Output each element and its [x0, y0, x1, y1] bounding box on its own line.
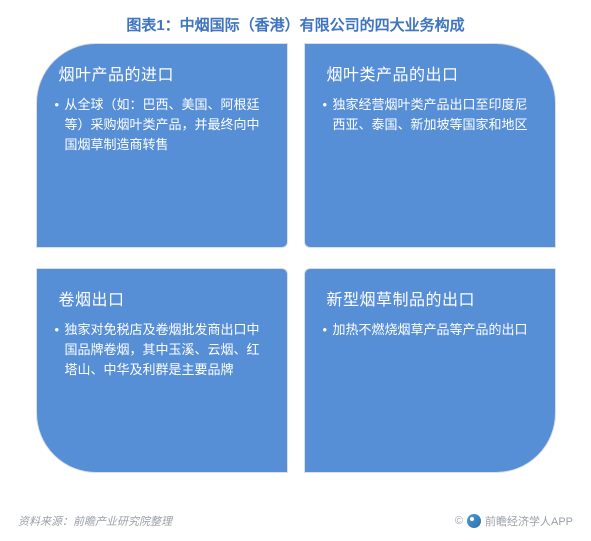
tile-export-cigarette: 卷烟出口 独家对免税店及卷烟批发商出口中国品牌卷烟，其中玉溪、云烟、红塔山、中华… — [36, 268, 288, 473]
tile-desc: 独家经营烟叶类产品出口至印度尼西亚、泰国、新加坡等国家和地区 — [327, 95, 533, 135]
tile-export-leaf: 烟叶类产品的出口 独家经营烟叶类产品出口至印度尼西亚、泰国、新加坡等国家和地区 — [304, 43, 556, 248]
source-text: 资料来源：前瞻产业研究院整理 — [18, 513, 172, 529]
brand-text: 前瞻经济学人APP — [485, 513, 573, 529]
brand: © 前瞻经济学人APP — [455, 513, 573, 529]
tile-heading: 烟叶产品的进口 — [59, 64, 265, 87]
tile-desc: 从全球（如：巴西、美国、阿根廷等）采购烟叶类产品，并最终向中国烟草制造商转售 — [59, 95, 265, 155]
copyright-symbol: © — [455, 515, 463, 527]
tile-inner: 烟叶类产品的出口 独家经营烟叶类产品出口至印度尼西亚、泰国、新加坡等国家和地区 — [304, 43, 556, 248]
tile-heading: 烟叶类产品的出口 — [327, 64, 533, 87]
tile-heading: 新型烟草制品的出口 — [327, 289, 533, 312]
tile-desc: 加热不燃烧烟草产品等产品的出口 — [327, 320, 533, 340]
tile-import-leaf: 烟叶产品的进口 从全球（如：巴西、美国、阿根廷等）采购烟叶类产品，并最终向中国烟… — [36, 43, 288, 248]
tile-inner: 烟叶产品的进口 从全球（如：巴西、美国、阿根廷等）采购烟叶类产品，并最终向中国烟… — [36, 43, 288, 248]
logo-icon — [467, 514, 481, 528]
tile-inner: 新型烟草制品的出口 加热不燃烧烟草产品等产品的出口 — [304, 268, 556, 473]
quad-grid: 烟叶产品的进口 从全球（如：巴西、美国、阿根廷等）采购烟叶类产品，并最终向中国烟… — [36, 43, 556, 473]
footer: 资料来源：前瞻产业研究院整理 © 前瞻经济学人APP — [18, 513, 573, 529]
tile-inner: 卷烟出口 独家对免税店及卷烟批发商出口中国品牌卷烟，其中玉溪、云烟、红塔山、中华… — [36, 268, 288, 473]
tile-export-newtype: 新型烟草制品的出口 加热不燃烧烟草产品等产品的出口 — [304, 268, 556, 473]
tile-desc: 独家对免税店及卷烟批发商出口中国品牌卷烟，其中玉溪、云烟、红塔山、中华及利群是主… — [59, 320, 265, 380]
chart-title: 图表1：中烟国际（香港）有限公司的四大业务构成 — [0, 0, 591, 43]
tile-heading: 卷烟出口 — [59, 289, 265, 312]
